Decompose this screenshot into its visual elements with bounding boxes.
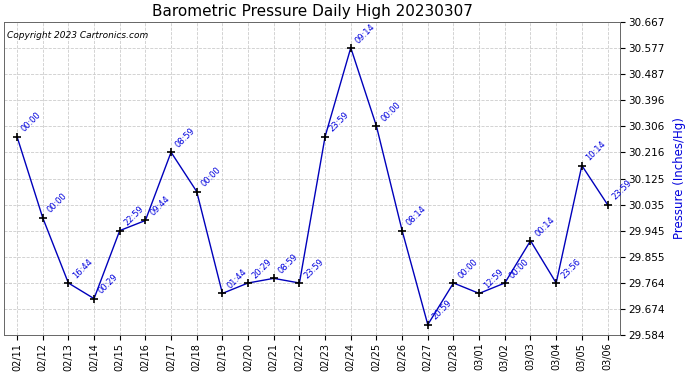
Y-axis label: Pressure (Inches/Hg): Pressure (Inches/Hg) — [673, 117, 686, 239]
Text: 23:59: 23:59 — [610, 178, 633, 202]
Text: 12:59: 12:59 — [482, 267, 505, 291]
Text: 20:29: 20:29 — [251, 257, 274, 280]
Text: 23:59: 23:59 — [302, 257, 326, 280]
Text: 20:59: 20:59 — [431, 299, 454, 322]
Text: 08:59: 08:59 — [174, 126, 197, 149]
Text: 08:14: 08:14 — [405, 205, 428, 228]
Text: 10:14: 10:14 — [584, 140, 608, 163]
Text: 23:59: 23:59 — [328, 111, 351, 134]
Text: 22:59: 22:59 — [123, 205, 146, 228]
Text: 00:00: 00:00 — [456, 257, 480, 280]
Text: 00:00: 00:00 — [199, 166, 223, 189]
Text: 09:14: 09:14 — [353, 22, 377, 45]
Text: 16:44: 16:44 — [71, 257, 95, 280]
Title: Barometric Pressure Daily High 20230307: Barometric Pressure Daily High 20230307 — [152, 4, 473, 19]
Text: 23:56: 23:56 — [559, 257, 582, 280]
Text: 08:59: 08:59 — [277, 252, 299, 276]
Text: 00:29: 00:29 — [97, 273, 120, 296]
Text: 09:44: 09:44 — [148, 195, 171, 218]
Text: 00:00: 00:00 — [20, 111, 43, 134]
Text: 01:44: 01:44 — [225, 267, 248, 291]
Text: 00:00: 00:00 — [380, 100, 402, 123]
Text: 00:14: 00:14 — [533, 215, 556, 238]
Text: 00:00: 00:00 — [46, 192, 68, 215]
Text: 00:00: 00:00 — [508, 257, 531, 280]
Text: Copyright 2023 Cartronics.com: Copyright 2023 Cartronics.com — [8, 31, 148, 40]
